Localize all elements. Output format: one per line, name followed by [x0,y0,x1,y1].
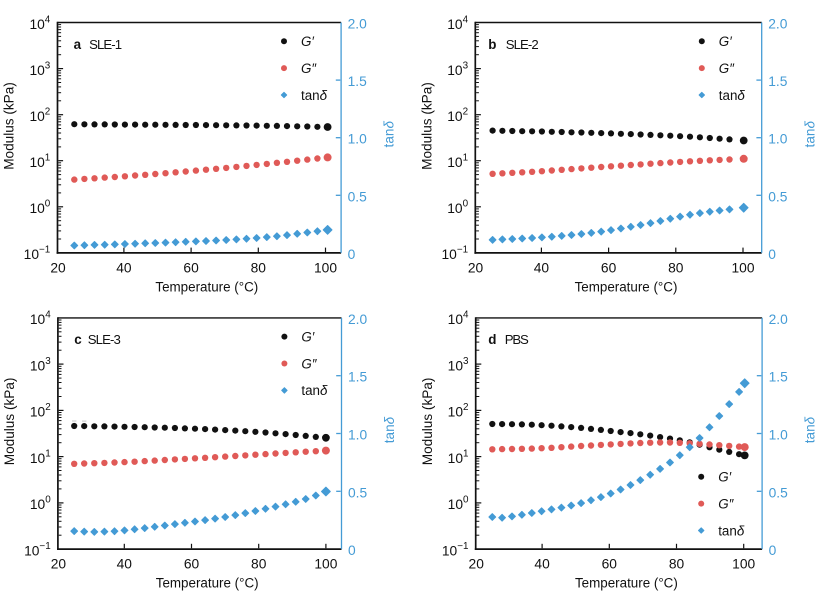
svg-text:tanδ: tanδ [301,383,328,398]
svg-text:PBS: PBS [505,332,529,347]
svg-text:Temperature (°C): Temperature (°C) [156,576,259,591]
svg-text:G′: G′ [301,34,314,49]
svg-text:G′: G′ [719,34,732,49]
svg-text:a: a [74,37,82,52]
svg-text:60: 60 [601,260,617,275]
svg-text:40: 40 [117,557,133,572]
svg-text:0.5: 0.5 [348,189,368,204]
svg-text:1.0: 1.0 [768,132,788,147]
svg-text:0.5: 0.5 [769,485,789,500]
svg-text:G″: G″ [301,356,317,371]
svg-text:80: 80 [251,260,267,275]
svg-text:SLE-2: SLE-2 [506,37,539,52]
svg-text:80: 80 [669,557,685,572]
svg-text:0: 0 [769,543,777,558]
svg-text:1.0: 1.0 [769,428,789,443]
svg-text:Temperature (°C): Temperature (°C) [575,279,678,294]
svg-text:20: 20 [51,557,67,572]
svg-text:tanδ: tanδ [718,523,745,538]
svg-text:0.5: 0.5 [348,485,368,500]
svg-text:G″: G″ [719,61,735,76]
svg-text:100: 100 [314,260,337,275]
svg-text:2.0: 2.0 [348,312,368,327]
svg-text:20: 20 [468,260,484,275]
svg-text:G′: G′ [301,329,314,344]
svg-text:tanδ: tanδ [803,416,818,443]
svg-text:Temperature (°C): Temperature (°C) [155,279,258,294]
svg-text:2.0: 2.0 [769,312,789,327]
svg-text:1.5: 1.5 [348,74,368,89]
svg-text:SLE-1: SLE-1 [89,37,122,52]
svg-text:100: 100 [732,557,755,572]
svg-text:2.0: 2.0 [768,17,788,32]
svg-text:d: d [488,332,496,347]
svg-text:100: 100 [314,557,337,572]
svg-text:1.5: 1.5 [348,370,368,385]
svg-text:100: 100 [731,260,754,275]
svg-text:Temperature (°C): Temperature (°C) [575,576,678,591]
svg-text:tanδ: tanδ [382,121,397,148]
svg-text:tanδ: tanδ [301,88,328,103]
svg-text:80: 80 [251,557,267,572]
svg-text:60: 60 [184,557,200,572]
svg-text:60: 60 [183,260,199,275]
svg-text:20: 20 [50,260,66,275]
svg-text:tanδ: tanδ [382,416,397,443]
svg-text:80: 80 [668,260,684,275]
svg-text:40: 40 [116,260,132,275]
svg-text:1.5: 1.5 [768,74,788,89]
svg-text:Modulus (kPa): Modulus (kPa) [420,378,435,466]
svg-text:0: 0 [768,247,776,262]
svg-text:SLE-3: SLE-3 [88,332,121,347]
svg-text:60: 60 [602,557,618,572]
svg-text:0.5: 0.5 [768,189,788,204]
svg-text:1.0: 1.0 [348,428,368,443]
svg-text:1.0: 1.0 [348,132,368,147]
svg-text:tanδ: tanδ [719,88,746,103]
svg-text:0: 0 [348,247,356,262]
svg-text:Modulus (kPa): Modulus (kPa) [2,82,17,170]
svg-text:G″: G″ [301,61,317,76]
svg-text:20: 20 [469,557,485,572]
svg-text:Modulus (kPa): Modulus (kPa) [2,378,17,466]
svg-text:1.5: 1.5 [769,370,789,385]
svg-text:b: b [488,37,496,52]
svg-text:c: c [74,332,82,347]
svg-text:G′: G′ [718,470,731,485]
svg-text:Modulus (kPa): Modulus (kPa) [420,82,435,170]
svg-text:tanδ: tanδ [802,121,817,148]
svg-text:0: 0 [348,543,356,558]
svg-text:40: 40 [534,260,550,275]
svg-text:40: 40 [534,557,550,572]
svg-text:2.0: 2.0 [348,17,368,32]
svg-text:G″: G″ [718,496,734,511]
